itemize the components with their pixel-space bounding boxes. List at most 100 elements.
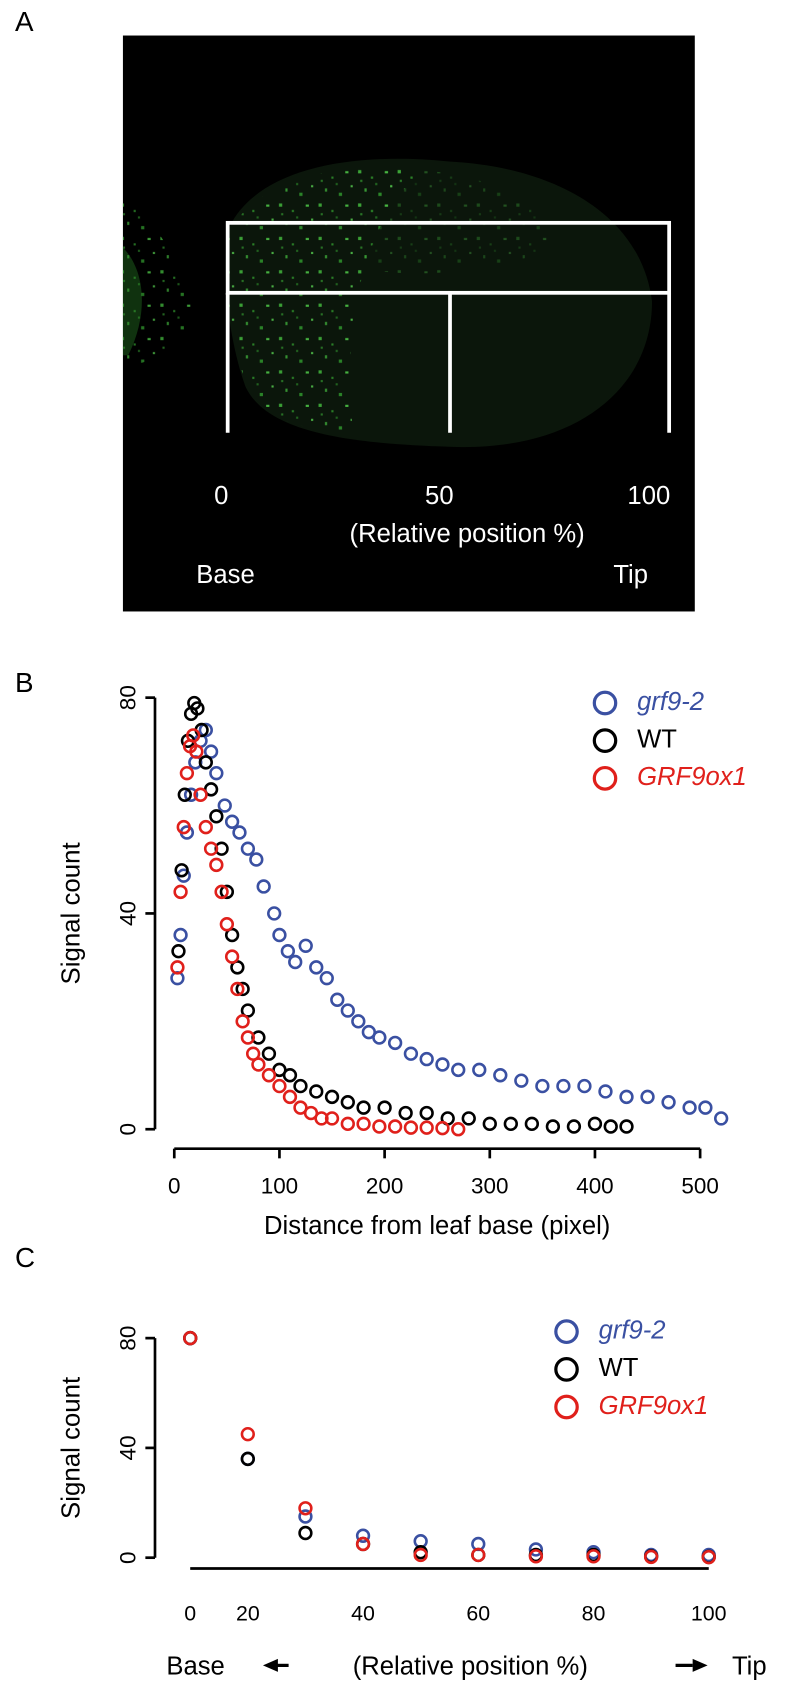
data-point [435, 1120, 450, 1136]
position-label: 0 [214, 482, 228, 510]
data-point [219, 884, 235, 900]
data-point [587, 1116, 603, 1132]
data-point [298, 1501, 313, 1516]
data-point [272, 1078, 287, 1094]
data-point [330, 992, 345, 1007]
legend-label: grf9-2 [599, 1316, 666, 1344]
data-point [682, 1100, 697, 1115]
y-tick-label: 40 [115, 1435, 140, 1460]
data-point [171, 943, 186, 959]
x-axis-label: Distance from leaf base (pixel) [264, 1212, 610, 1240]
data-point [471, 1547, 486, 1563]
data-point [524, 1116, 540, 1132]
y-axis-label: Signal count [58, 842, 86, 984]
data-point [566, 1119, 582, 1134]
data-point [240, 841, 256, 856]
data-point [619, 1089, 634, 1105]
data-point [451, 1122, 466, 1137]
base-label: Base [196, 561, 254, 589]
y-tick-label: 0 [115, 1551, 140, 1564]
panel-label: C [15, 1242, 35, 1273]
data-point [256, 879, 271, 894]
tip-label: Tip [613, 561, 648, 589]
data-point [240, 1030, 256, 1045]
legend-label: WT [637, 725, 677, 753]
data-point [398, 1105, 413, 1121]
x-axis-label: (Relative position %) [353, 1652, 588, 1680]
data-point [272, 927, 287, 943]
data-point [698, 1100, 713, 1115]
data-point [701, 1549, 716, 1565]
legend-label: GRF9ox1 [637, 763, 747, 791]
legend-marker [592, 728, 618, 754]
data-point [198, 722, 213, 738]
data-point [198, 755, 213, 770]
data-point [261, 1068, 277, 1083]
direction-arrows [262, 1658, 708, 1672]
x-tick-label: 20 [236, 1601, 260, 1625]
data-point [643, 1549, 659, 1565]
data-point [309, 1084, 324, 1099]
legend-marker [592, 765, 618, 791]
data-point [640, 1089, 655, 1105]
data-point [174, 863, 189, 878]
data-point [173, 884, 188, 900]
data-point [209, 765, 224, 781]
data-point [324, 1111, 340, 1126]
data-point [249, 852, 264, 867]
data-point [377, 1100, 392, 1115]
x-tick-label: 0 [184, 1601, 196, 1625]
data-point [472, 1062, 487, 1078]
data-point [186, 728, 201, 743]
legend-label: GRF9ox1 [599, 1392, 709, 1420]
data-point [179, 765, 195, 781]
legend-marker [554, 1319, 579, 1345]
data-point [232, 825, 247, 840]
x-tick-label: 100 [261, 1173, 298, 1198]
data-point [356, 1100, 371, 1115]
data-point [282, 1068, 298, 1083]
x-tick-label: 300 [471, 1173, 508, 1198]
data-point [598, 1084, 613, 1099]
data-point [356, 1116, 371, 1132]
data-point [176, 819, 191, 835]
data-point [556, 1078, 571, 1094]
axis-label: (Relative position %) [350, 520, 585, 548]
data-point [413, 1547, 428, 1563]
data-point [282, 1089, 298, 1105]
data-point [545, 1119, 561, 1134]
x-tick-label: 500 [681, 1173, 718, 1198]
data-point [170, 960, 185, 975]
x-tick-label: 0 [168, 1173, 180, 1198]
data-point [419, 1105, 434, 1121]
base-label: Base [166, 1652, 224, 1680]
data-point [372, 1030, 387, 1045]
position-label: 100 [627, 482, 670, 510]
data-point [340, 1003, 355, 1018]
data-point [309, 960, 324, 975]
data-point [298, 938, 313, 954]
data-point [293, 1078, 308, 1094]
data-point [528, 1549, 544, 1564]
data-point [217, 798, 232, 813]
data-point [435, 1057, 450, 1072]
data-point [183, 787, 199, 802]
x-tick-label: 200 [366, 1173, 403, 1198]
y-tick-label: 40 [115, 901, 140, 926]
data-point [340, 1095, 355, 1110]
data-point [209, 857, 224, 873]
x-tick-label: 60 [466, 1601, 490, 1625]
y-tick-label: 0 [115, 1123, 140, 1136]
y-tick-label: 80 [115, 685, 140, 710]
data-point [403, 1120, 419, 1135]
data-point [514, 1073, 529, 1088]
data-point [319, 970, 334, 986]
y-axis-label: Signal count [58, 1377, 86, 1519]
data-point [251, 1057, 266, 1072]
data-point [280, 943, 296, 959]
data-point [355, 1536, 371, 1552]
data-point [461, 1111, 476, 1126]
data-point [493, 1068, 508, 1083]
